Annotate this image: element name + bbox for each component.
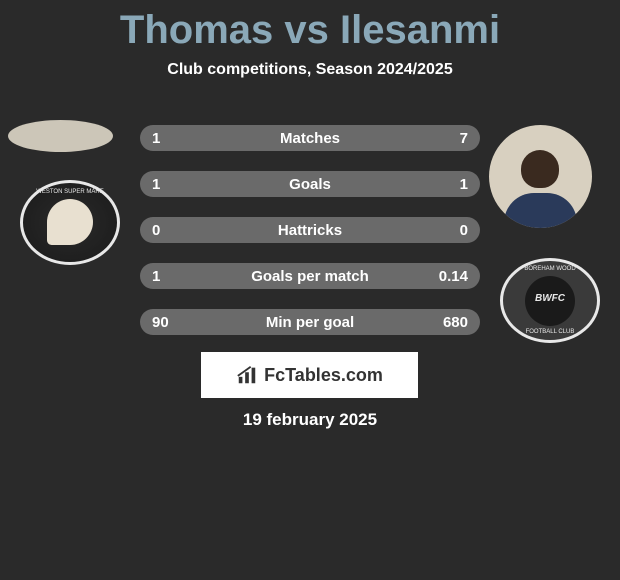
logo-text: FcTables.com: [264, 365, 383, 386]
stat-row-hattricks: 0 Hattricks 0: [140, 217, 480, 243]
club-right-name-top: BOREHAM WOOD: [503, 266, 597, 272]
chart-icon: [236, 364, 258, 386]
stats-container: 1 Matches 7 1 Goals 1 0 Hattricks 0 1 Go…: [140, 125, 480, 355]
stat-left-value: 1: [152, 176, 192, 193]
comparison-title: Thomas vs Ilesanmi: [0, 0, 620, 53]
stat-left-value: 0: [152, 222, 192, 239]
stat-label: Goals per match: [192, 268, 428, 285]
stat-row-matches: 1 Matches 7: [140, 125, 480, 151]
stat-row-goals-per-match: 1 Goals per match 0.14: [140, 263, 480, 289]
stat-right-value: 7: [428, 130, 468, 147]
comparison-date: 19 february 2025: [0, 410, 620, 430]
club-right-name-bottom: FOOTBALL CLUB: [503, 329, 597, 335]
fctables-logo[interactable]: FcTables.com: [201, 352, 418, 398]
stat-right-value: 0.14: [428, 268, 468, 285]
stat-label: Goals: [192, 176, 428, 193]
stat-label: Hattricks: [192, 222, 428, 239]
stat-row-goals: 1 Goals 1: [140, 171, 480, 197]
stat-left-value: 1: [152, 130, 192, 147]
stat-left-value: 1: [152, 268, 192, 285]
stat-right-value: 680: [428, 314, 468, 331]
stat-right-value: 0: [428, 222, 468, 239]
player-right-avatar: [489, 125, 592, 228]
season-subtitle: Club competitions, Season 2024/2025: [0, 61, 620, 79]
club-left-badge: WESTON SUPER MARE: [20, 180, 120, 265]
stat-right-value: 1: [428, 176, 468, 193]
stat-label: Min per goal: [192, 314, 428, 331]
stat-row-min-per-goal: 90 Min per goal 680: [140, 309, 480, 335]
club-right-badge: BOREHAM WOOD BWFC FOOTBALL CLUB: [500, 258, 600, 343]
player-left-avatar: [8, 120, 113, 152]
stat-label: Matches: [192, 130, 428, 147]
club-right-abbrev: BWFC: [503, 293, 597, 304]
stat-left-value: 90: [152, 314, 192, 331]
club-left-name: WESTON SUPER MARE: [23, 189, 117, 195]
